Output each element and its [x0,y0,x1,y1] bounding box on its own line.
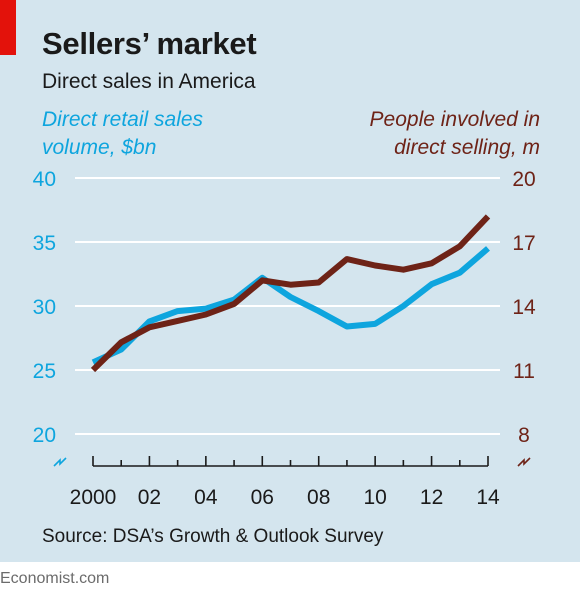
x-tick-label: 02 [138,486,161,509]
brand-label: Economist.com [0,570,110,587]
red-tag [0,0,16,55]
left-axis-break-icon [53,457,67,467]
left-tick-label: 25 [33,360,56,383]
x-tick-label: 14 [476,486,500,509]
x-tick-label: 08 [307,486,330,509]
x-tick-label: 10 [363,486,386,509]
people-selling-line [90,214,491,373]
left-tick-label: 20 [33,424,56,447]
right-tick-label: 8 [518,424,530,447]
chart-plot: 20 25 30 35 40 8 11 14 17 20 2000 02 04 06 08 10 12 14 [33,168,536,509]
right-tick-label: 11 [513,360,535,383]
chart-title: Sellers’ market [42,26,257,61]
right-tick-label: 17 [512,232,535,255]
left-tick-label: 35 [33,232,56,255]
chart-subtitle: Direct sales in America [42,70,256,93]
x-tick-label: 12 [420,486,443,509]
right-axis-label-line-1: People involved in [369,108,540,131]
chart-background [0,0,580,562]
left-axis-series-label: Direct retail sales volume, $bn [42,106,203,162]
x-tick-label: 04 [194,486,218,509]
left-axis-label-line-1: Direct retail sales [42,108,204,131]
left-tick-label: 40 [33,168,56,191]
left-axis-label-line-2: volume, $bn [42,136,157,159]
right-axis-label-line-2: direct selling, m [394,136,540,159]
right-tick-label: 20 [512,168,535,191]
x-tick-label: 2000 [70,486,117,509]
right-tick-label: 14 [512,296,536,319]
right-axis-series-label: People involved in direct selling, m [370,106,540,162]
left-tick-label: 30 [33,296,56,319]
x-tick-label: 06 [251,486,274,509]
right-axis-break-icon [517,457,531,467]
sales-volume-line [91,246,490,366]
source-note: Source: DSA’s Growth & Outlook Survey [42,526,384,547]
